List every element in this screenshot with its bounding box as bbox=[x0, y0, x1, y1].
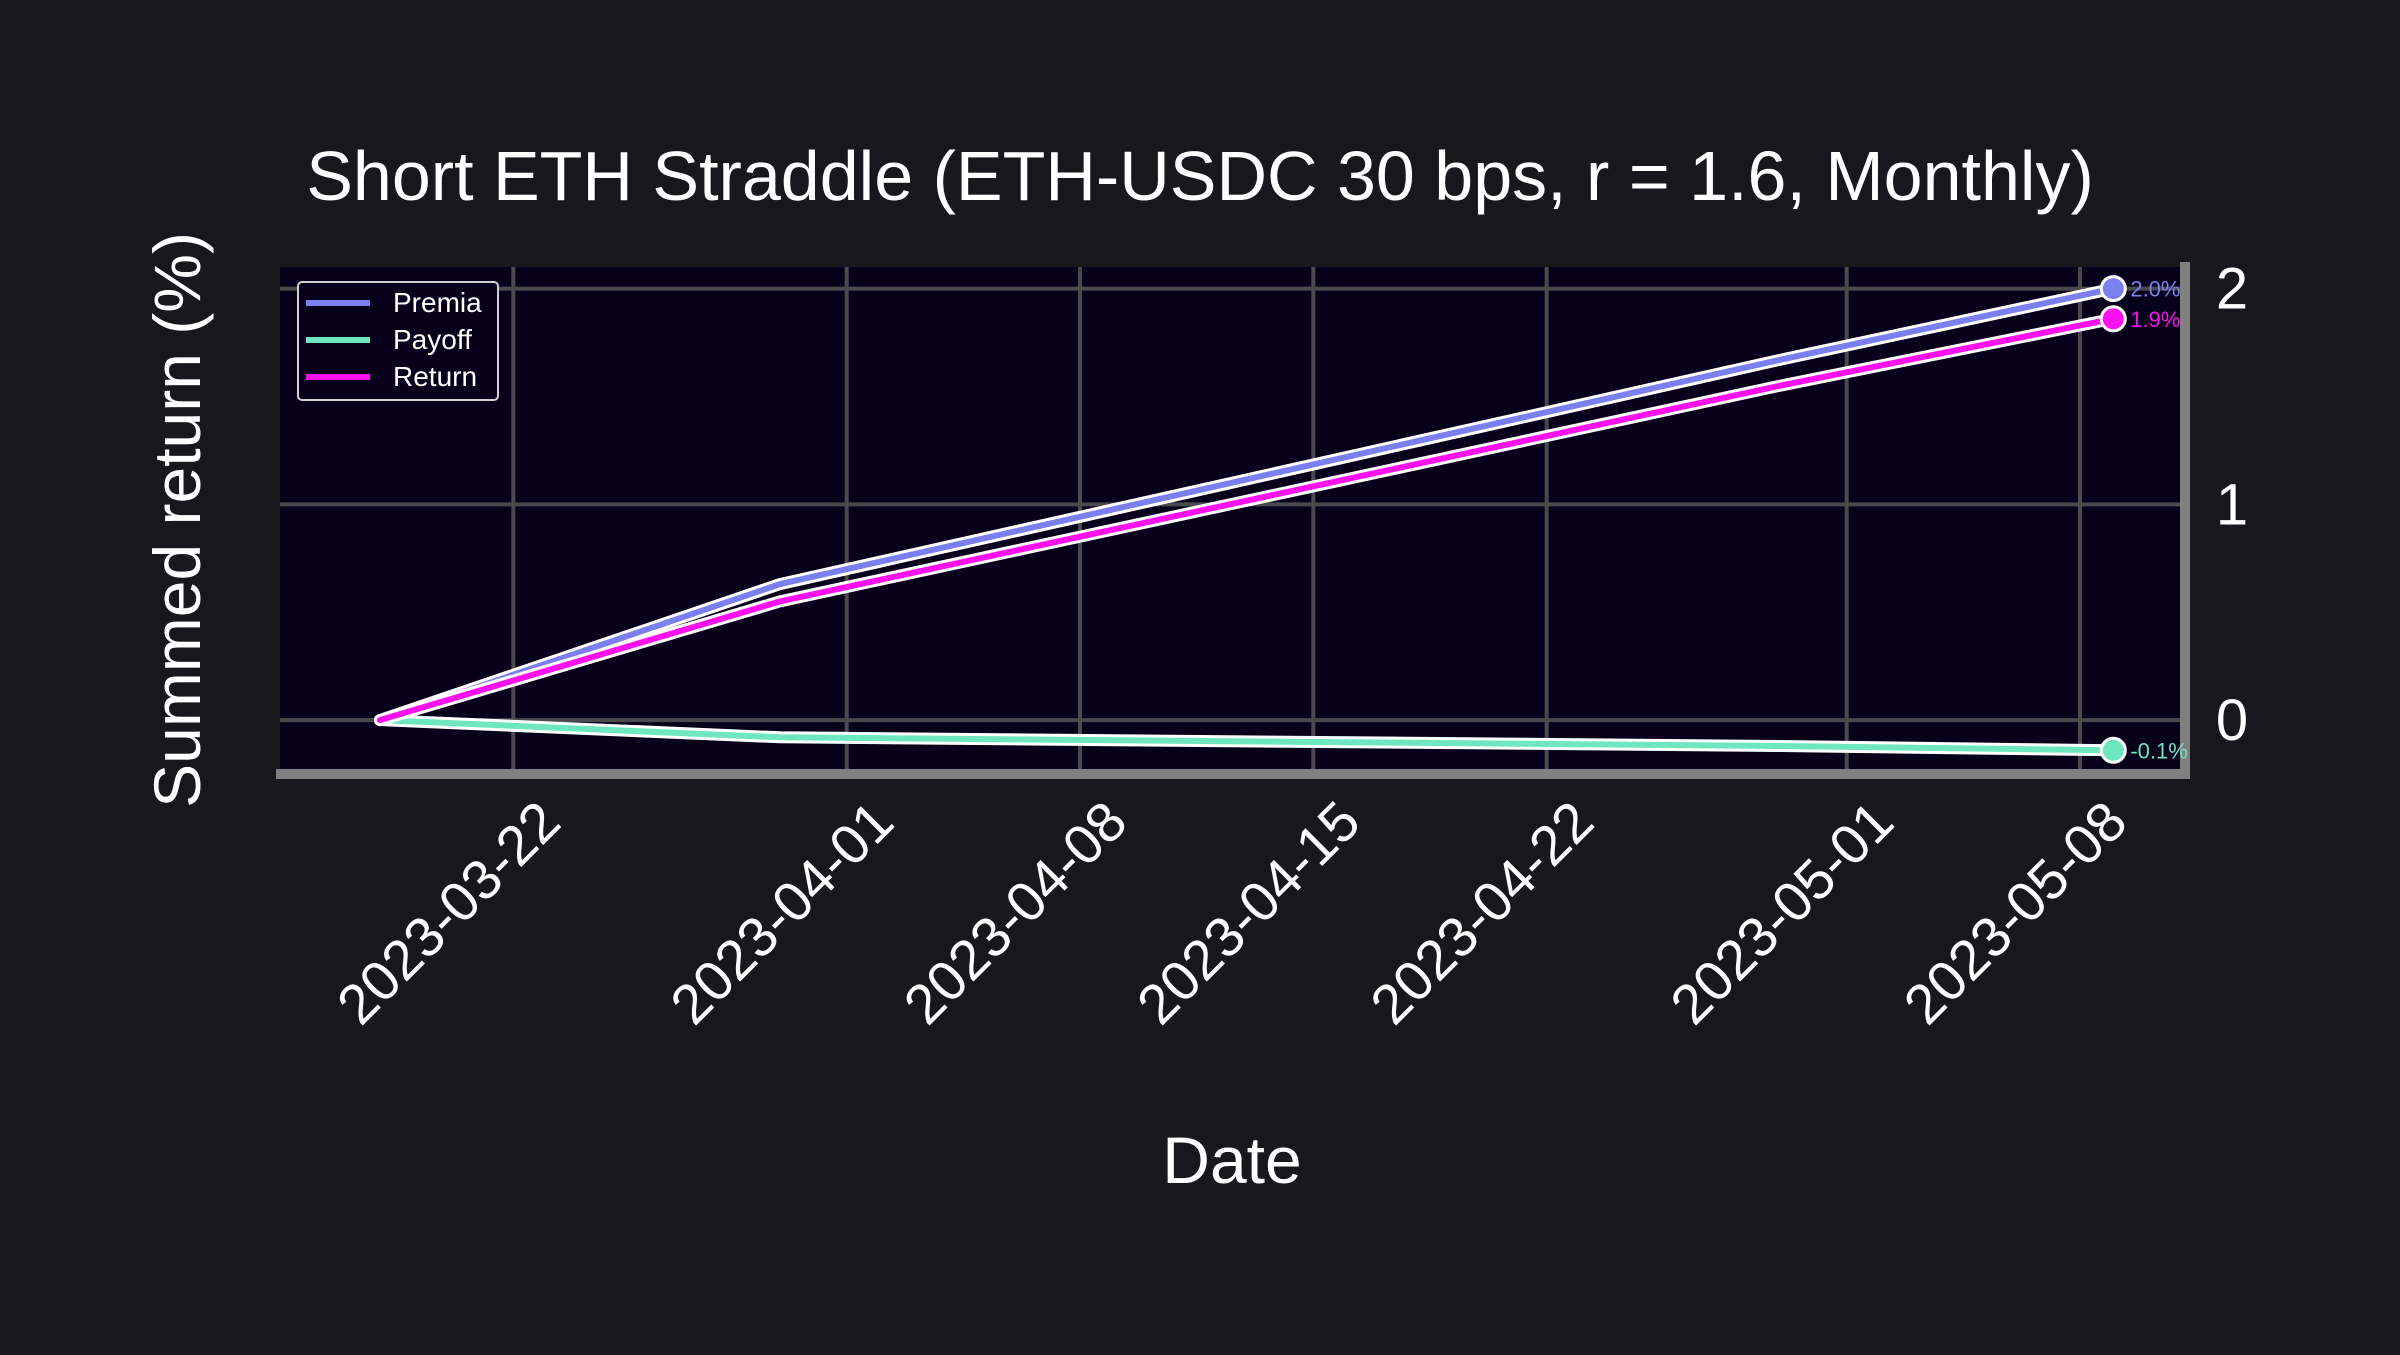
series-end-label: 2.0% bbox=[2130, 277, 2180, 302]
series-line-payoff bbox=[377, 717, 2117, 754]
legend-label: Payoff bbox=[393, 324, 472, 355]
series-end-marker bbox=[2099, 305, 2127, 333]
series-lines: 2.0% -0.1% 1.9% bbox=[374, 275, 2188, 764]
series-end-marker bbox=[2099, 736, 2127, 764]
legend-label: Premia bbox=[393, 287, 482, 318]
series-line-return bbox=[377, 315, 2117, 724]
series-end-marker bbox=[2099, 275, 2127, 303]
y-tick-label: 1 bbox=[2216, 472, 2248, 537]
series-end-label: 1.9% bbox=[2130, 307, 2180, 332]
legend-label: Return bbox=[393, 361, 477, 392]
y-axis-label: Summed return (%) bbox=[140, 232, 214, 808]
series-end-label: -0.1% bbox=[2130, 738, 2187, 763]
legend-frame bbox=[297, 281, 499, 401]
series-line-premia bbox=[377, 285, 2117, 724]
y-tick-label: 0 bbox=[2216, 688, 2248, 753]
y-tick-labels: 0 1 2 bbox=[2216, 257, 2248, 753]
y-tick-label: 2 bbox=[2216, 257, 2248, 322]
legend: Premia Payoff Return bbox=[297, 281, 499, 401]
plot-area bbox=[280, 267, 2180, 774]
x-axis-label: Date bbox=[1162, 1123, 1301, 1197]
chart-title: Short ETH Straddle (ETH-USDC 30 bps, r =… bbox=[306, 137, 2094, 215]
